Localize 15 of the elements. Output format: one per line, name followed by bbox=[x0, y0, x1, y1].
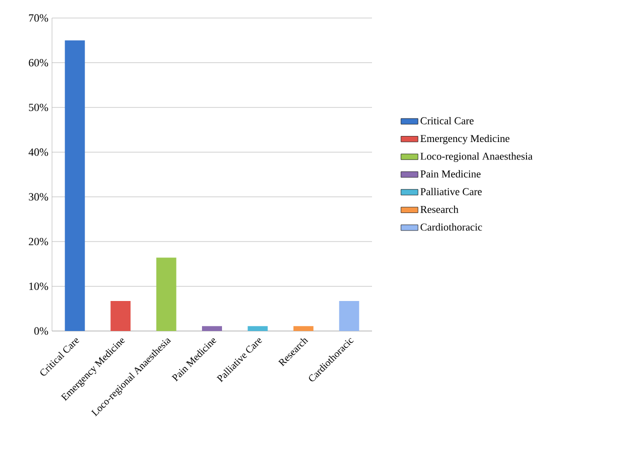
legend-label: Loco-regional Anaesthesia bbox=[420, 152, 532, 162]
y-tick-label: 70% bbox=[29, 14, 48, 22]
y-tick-label: 10% bbox=[29, 282, 48, 290]
y-tick-label: 0% bbox=[34, 327, 48, 335]
legend-label: Cardiothoracic bbox=[420, 223, 482, 231]
legend-label: Palliative Care bbox=[420, 188, 482, 196]
y-tick-label: 30% bbox=[28, 193, 48, 201]
y-tick-label: 40% bbox=[28, 148, 48, 156]
legend-label: Research bbox=[420, 206, 458, 213]
legend-label: Emergency Medicine bbox=[420, 134, 510, 144]
y-tick-label: 50% bbox=[29, 104, 48, 112]
y-tick-label: 60% bbox=[28, 59, 48, 66]
legend-label: Pain Medicine bbox=[420, 170, 481, 178]
legend-label: Critical Care bbox=[420, 116, 474, 124]
y-tick-label: 20% bbox=[28, 238, 48, 246]
